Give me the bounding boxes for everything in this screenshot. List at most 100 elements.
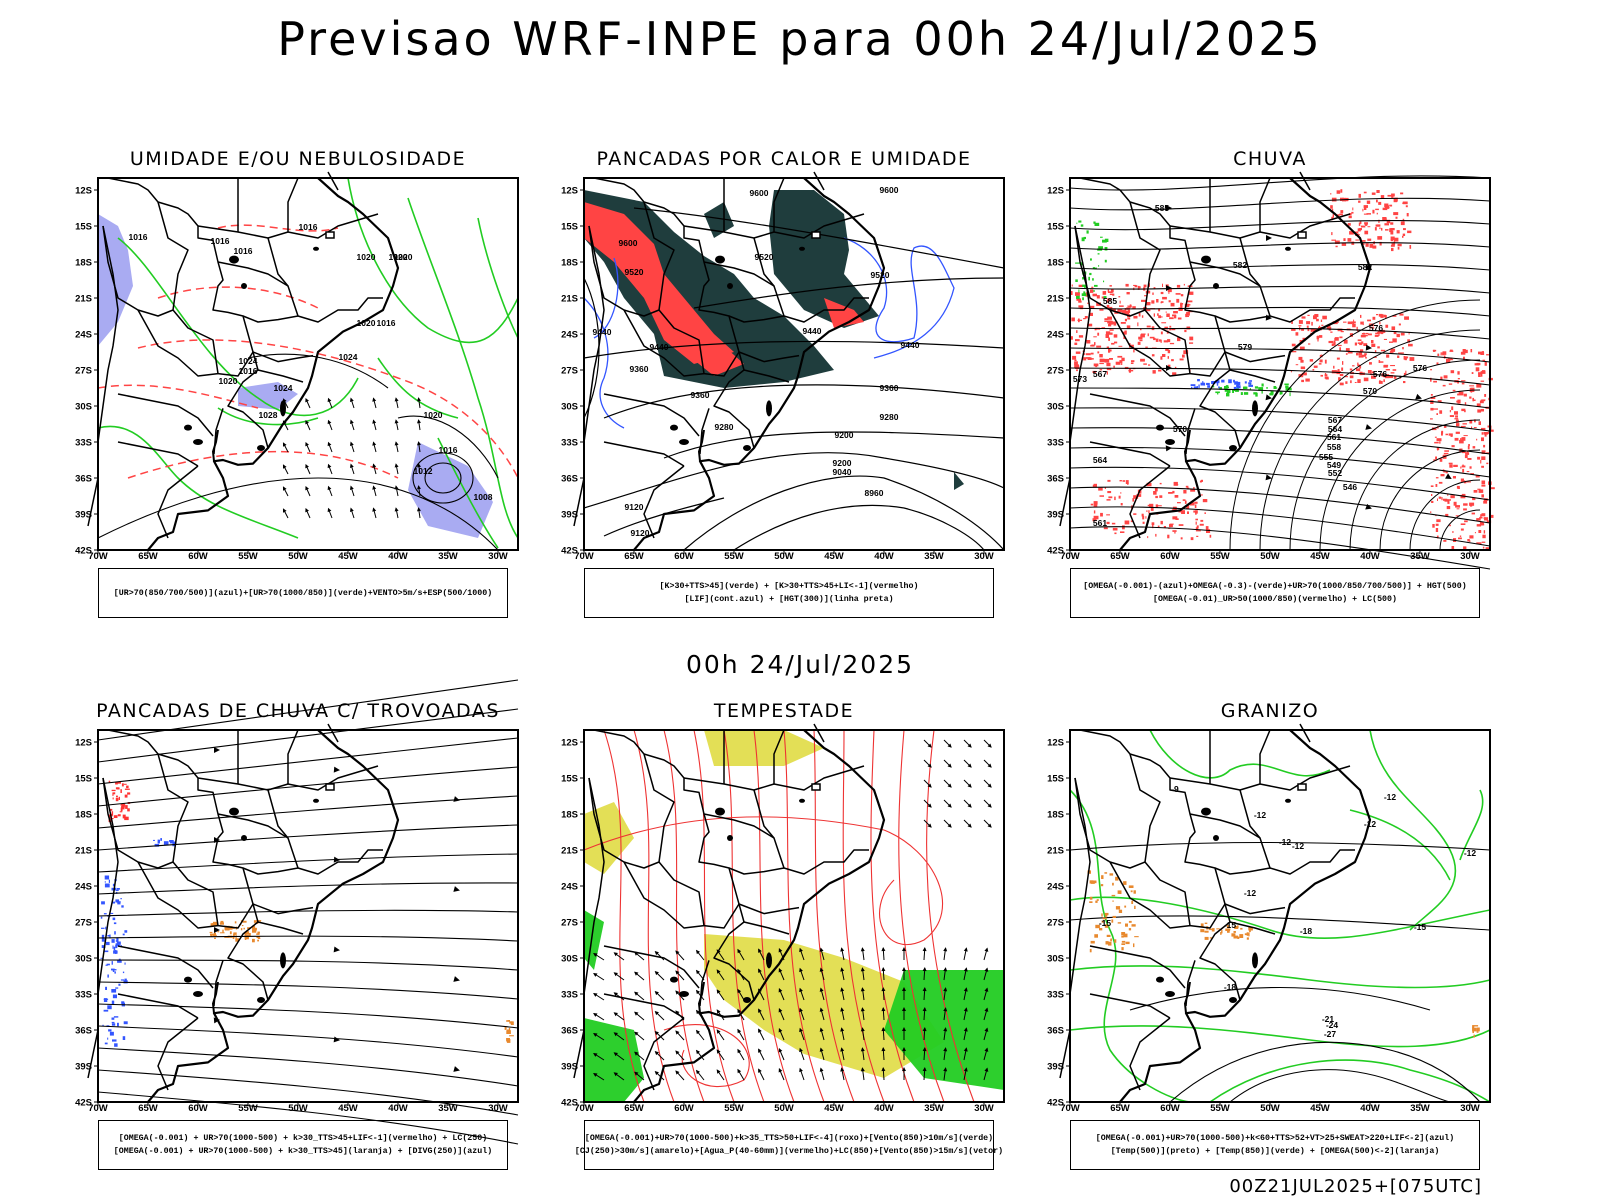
rain-pixel [1430, 511, 1432, 513]
moisture-contour [407, 197, 519, 539]
rain-pixel [1093, 363, 1099, 367]
rain-pixel [1151, 300, 1155, 304]
rain-pixel [1119, 305, 1124, 307]
rain-pixel [1122, 525, 1125, 530]
rain-pixel [1179, 358, 1184, 361]
hail-pixel [1133, 943, 1135, 948]
wind-vector [758, 948, 762, 953]
rain-pixel [1436, 535, 1439, 539]
wind-vector [695, 1069, 701, 1075]
rain-pixel [1138, 336, 1143, 340]
border-line [1089, 993, 1171, 1019]
rain-pixel [1125, 480, 1129, 484]
lake-marker [766, 400, 772, 417]
storm-pixel [114, 971, 116, 974]
rain-pixel [1318, 325, 1321, 328]
storm-pixel [122, 971, 125, 974]
rain-pixel [1172, 314, 1176, 317]
rain-pixel [1089, 272, 1092, 276]
wind-vector [943, 1027, 948, 1032]
border-line [1214, 867, 1271, 875]
border-line [172, 309, 254, 377]
rain-pixel [1324, 376, 1329, 379]
wind-vector [654, 950, 659, 956]
rain-pixel [1443, 425, 1447, 428]
rain-pixel [1387, 194, 1392, 197]
rain-pixel [1309, 359, 1314, 362]
contour-label: 9440 [650, 342, 669, 352]
wind-vector [716, 969, 721, 974]
rain-pixel [1356, 353, 1359, 356]
rain-pixel [1198, 384, 1200, 389]
rain-pixel [1298, 320, 1303, 324]
rain-pixel [1442, 384, 1446, 387]
storm-pixel [222, 929, 224, 933]
temperature-500-contour [1229, 1069, 1451, 1103]
rain-pixel [1082, 277, 1086, 280]
storm-pixel [101, 901, 105, 905]
rain-pixel [1187, 300, 1193, 303]
storm-pixel [120, 789, 122, 793]
rain-pixel [1459, 439, 1464, 444]
lake-marker [193, 439, 203, 445]
rain-pixel [1435, 528, 1439, 532]
rain-pixel [1362, 208, 1364, 212]
hail-pixel [1237, 925, 1239, 929]
hail-pixel [1248, 927, 1253, 931]
lat-tick-label: 21S [561, 294, 578, 305]
rain-pixel [1104, 358, 1110, 363]
rain-pixel [1094, 342, 1096, 346]
rain-pixel [1360, 334, 1366, 338]
wind-vector [695, 969, 701, 975]
flow-arrow [1266, 235, 1272, 241]
rain-pixel [1147, 333, 1149, 337]
storm-pixel [111, 1000, 115, 1005]
lat-tick-label: 39S [561, 1062, 578, 1073]
rain-pixel [1356, 326, 1358, 331]
storm-pixel [220, 920, 224, 925]
hail-pixel [1125, 923, 1128, 927]
contour-label: 9600 [619, 238, 638, 248]
wind-vector [327, 485, 332, 491]
rain-pixel [1172, 372, 1177, 376]
border-line [267, 237, 383, 323]
run-timestamp: 00Z21JUL2025+[075UTC] [1229, 1176, 1482, 1197]
contour-label: 9520 [625, 267, 644, 277]
rain-pixel [1153, 313, 1155, 317]
rain-pixel [1291, 328, 1296, 331]
rain-pixel [1152, 524, 1154, 529]
rain-pixel [1080, 224, 1084, 227]
geopotential-contour [663, 431, 1005, 459]
rain-pixel [1363, 343, 1368, 346]
rain-pixel [1125, 283, 1129, 287]
rain-pixel [1387, 207, 1390, 209]
storm-pixel [120, 898, 122, 900]
contour-label: 9200 [833, 458, 852, 468]
contour-label: 9280 [880, 412, 899, 422]
rain-pixel [1285, 386, 1289, 391]
rain-pixel [1195, 521, 1197, 525]
border-line [593, 177, 755, 449]
wind-vector [305, 441, 309, 447]
rain-pixel [1162, 283, 1163, 287]
map-base [573, 723, 886, 1103]
storm-pixel [219, 932, 225, 934]
wind-vector [943, 947, 948, 952]
storm-pixel [127, 792, 131, 795]
rain-pixel [1460, 351, 1466, 355]
border-line [1169, 213, 1351, 239]
rain-pixel [1477, 456, 1481, 460]
hail-pixel [1095, 900, 1098, 903]
lat-tick-label: 30S [561, 402, 578, 413]
hail-pixel [1121, 947, 1124, 951]
hail-pixel [1221, 929, 1223, 934]
lat-tick-label: 39S [1047, 510, 1064, 521]
rain-pixel [1308, 343, 1311, 345]
storm-pixel [112, 945, 114, 949]
lon-tick-label: 60W [1160, 1103, 1180, 1114]
wind-vector [282, 508, 287, 513]
lat-tick-label: 33S [561, 438, 578, 449]
lon-tick-label: 35W [438, 1103, 458, 1114]
rain-pixel [1078, 300, 1082, 303]
rain-pixel [1384, 223, 1389, 226]
